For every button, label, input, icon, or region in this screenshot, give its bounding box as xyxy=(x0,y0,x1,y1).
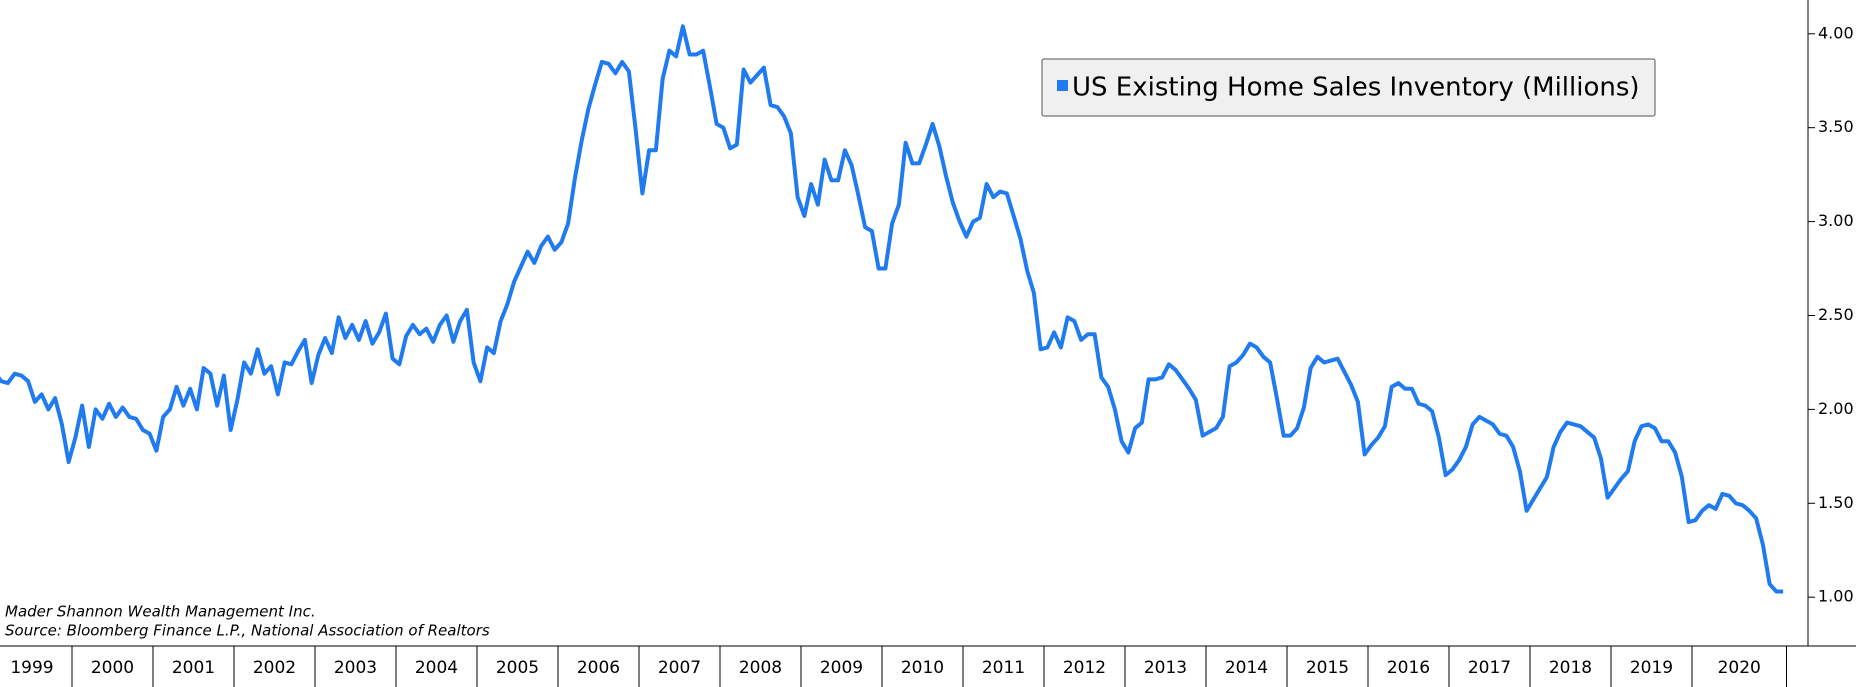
x-tick-label: 2007 xyxy=(658,658,701,678)
y-tick-label: 3.00 xyxy=(1818,211,1854,230)
legend-swatch xyxy=(1057,80,1068,91)
x-tick-label: 2015 xyxy=(1306,658,1349,678)
x-tick-label: 2009 xyxy=(820,658,863,678)
x-tick-label: 2014 xyxy=(1225,658,1268,678)
x-tick-label: 2001 xyxy=(172,658,215,678)
x-tick-label: 2013 xyxy=(1144,658,1187,678)
footnote: Mader Shannon Wealth Management Inc. xyxy=(5,603,316,621)
x-tick-label: 2016 xyxy=(1387,658,1430,678)
x-tick-label: 2018 xyxy=(1549,658,1592,678)
x-tick-label: 2003 xyxy=(334,658,377,678)
legend: US Existing Home Sales Inventory (Millio… xyxy=(1041,58,1656,117)
legend-label: US Existing Home Sales Inventory (Millio… xyxy=(1072,73,1640,103)
x-tick-label: 2012 xyxy=(1063,658,1106,678)
y-tick-label: 4.00 xyxy=(1818,23,1854,42)
x-tick-label: 2020 xyxy=(1718,658,1761,678)
legend-box xyxy=(1041,58,1656,117)
plot-area xyxy=(0,24,1784,594)
y-tick-label: 1.00 xyxy=(1818,587,1854,606)
y-tick-label: 3.50 xyxy=(1818,117,1854,136)
x-tick-label: 2019 xyxy=(1630,658,1673,678)
x-tick-label: 1999 xyxy=(10,658,53,678)
x-tick-label: 2010 xyxy=(901,658,944,678)
x-tick-label: 2017 xyxy=(1468,658,1511,678)
x-tick-label: 2002 xyxy=(253,658,296,678)
footnote: Source: Bloomberg Finance L.P., National… xyxy=(5,622,490,640)
x-tick-label: 2006 xyxy=(577,658,620,678)
x-tick-label: 2000 xyxy=(91,658,134,678)
y-tick-label: 2.00 xyxy=(1818,399,1854,418)
x-tick-label: 2004 xyxy=(415,658,458,678)
data-line xyxy=(0,24,1784,594)
x-tick-label: 2005 xyxy=(496,658,539,678)
y-tick-label: 1.50 xyxy=(1818,493,1854,512)
y-tick-label: 2.50 xyxy=(1818,305,1854,324)
x-tick-label: 2011 xyxy=(982,658,1025,678)
x-tick-label: 2008 xyxy=(739,658,782,678)
